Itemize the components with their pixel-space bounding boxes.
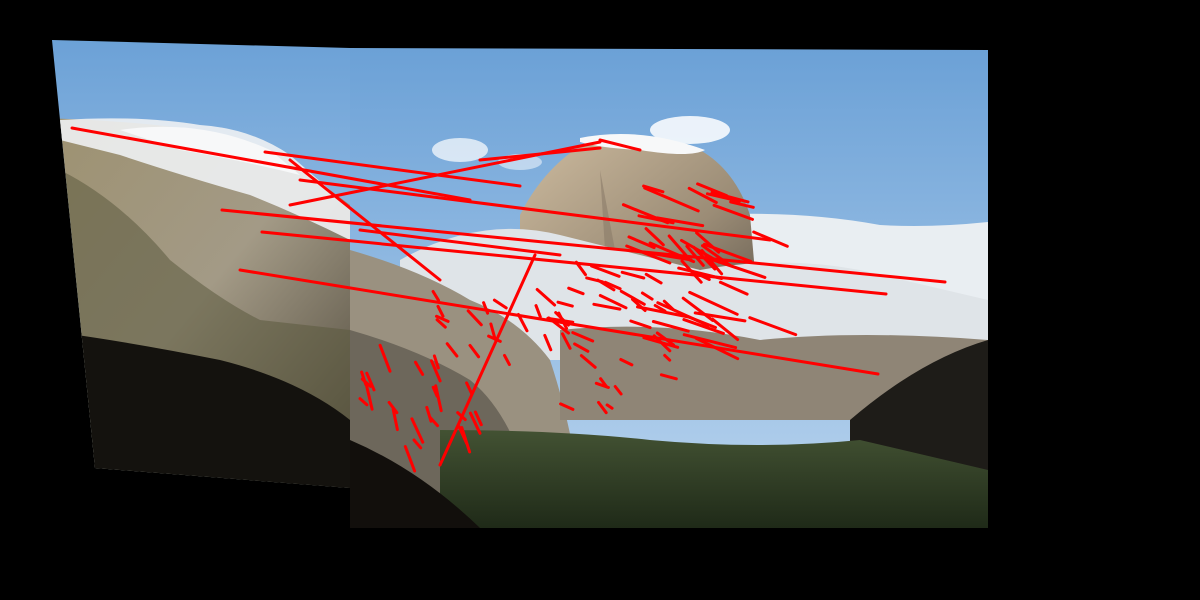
panorama-canvas: [0, 0, 1200, 600]
stitched-image: [0, 0, 1200, 600]
